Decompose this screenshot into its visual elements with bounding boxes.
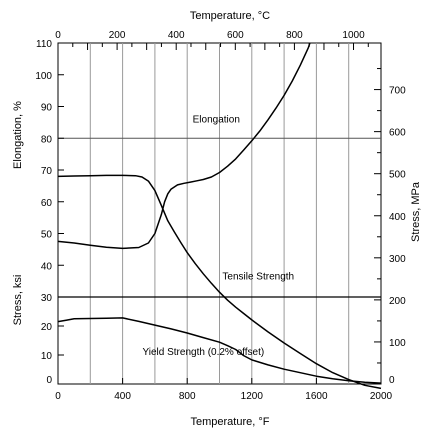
- annotation-tensile-strength: Tensile Strength: [222, 272, 294, 283]
- x-top-tick-label: 0: [55, 30, 61, 41]
- x-top-tick-label: 200: [109, 30, 126, 41]
- series-group: [57, 42, 382, 390]
- series-line-yield-strength-0-2-offset: [57, 317, 382, 384]
- y-left-upper-tick-label: 60: [41, 198, 53, 209]
- y-right-tick-label: 400: [389, 212, 406, 223]
- y-right-tick-label: 100: [389, 338, 406, 349]
- y-left-upper-tick-label: 70: [41, 166, 53, 177]
- y-left-upper-tick-label: 80: [41, 134, 53, 145]
- x-bottom-tick-label: 800: [179, 391, 196, 402]
- x-bottom-tick-label: 400: [114, 391, 131, 402]
- x-top-tick-label: 600: [227, 30, 244, 41]
- y-left-upper-tick-label: 110: [36, 39, 52, 50]
- y-left-lower-tick-label: 20: [41, 322, 53, 333]
- y-right-tick-label: 300: [389, 254, 406, 265]
- x-top-tick-label: 400: [168, 30, 185, 41]
- annotation-yield-strength-0-2-offset: Yield Strength (0.2% offset): [142, 347, 264, 358]
- x-bottom-tick-label: 0: [55, 391, 61, 402]
- series-line-tensile-strength: [57, 174, 382, 390]
- y-right-tick-label: 200: [389, 296, 406, 307]
- y-right-tick-label: 500: [389, 170, 406, 181]
- series-line-elongation: [57, 42, 311, 250]
- y-left-lower-tick-label: 30: [41, 293, 53, 304]
- y-right-title: Stress, MPa: [410, 181, 422, 242]
- x-top-title: Temperature, °C: [190, 10, 270, 22]
- annotation-elongation: Elongation: [193, 114, 240, 125]
- y-left-lower-tick-label: 10: [41, 351, 53, 362]
- x-bottom-title: Temperature, °F: [191, 416, 270, 428]
- y-left-lower-tick-label: 0: [46, 375, 52, 386]
- x-top-tick-label: 1000: [342, 30, 365, 41]
- x-bottom-tick-label: 1600: [305, 391, 328, 402]
- y-left-upper-title: Elongation, %: [12, 101, 24, 169]
- x-bottom-tick-label: 1200: [241, 391, 264, 402]
- annotations-group: Elongation Tensile Strength Yield Strength…: [142, 114, 294, 358]
- grid: [58, 43, 381, 384]
- y-right-tick-label: 0: [389, 375, 395, 386]
- y-right-tick-label: 700: [389, 86, 406, 97]
- y-right-tick-label: 600: [389, 128, 406, 139]
- y-left-upper-tick-label: 90: [41, 103, 53, 114]
- x-top-tick-label: 800: [286, 30, 303, 41]
- y-left-upper-tick-label: 50: [41, 230, 53, 241]
- x-bottom-tick-label: 2000: [370, 391, 393, 402]
- y-left-upper-tick-label: 100: [35, 71, 52, 82]
- y-left-lower-title: Stress, ksi: [12, 275, 24, 326]
- y-left-upper-tick-label: 40: [41, 261, 53, 272]
